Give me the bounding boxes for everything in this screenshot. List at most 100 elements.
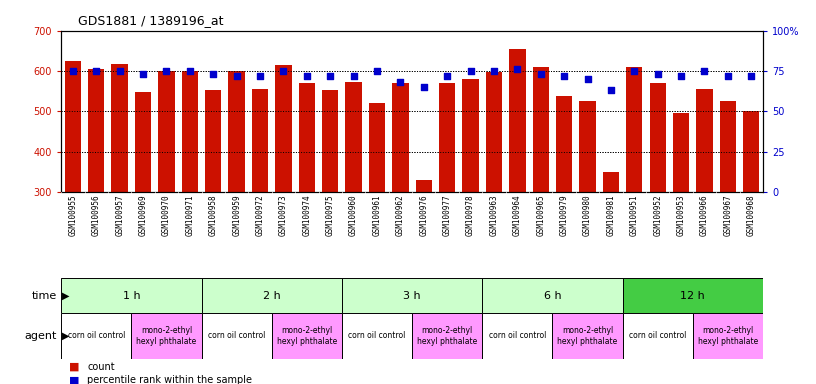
Bar [412,313,482,359]
Point [254,73,267,79]
Bar [556,96,572,192]
Point [557,73,570,79]
Point [605,87,618,93]
Bar [696,89,712,192]
Text: corn oil control: corn oil control [629,331,686,341]
Point [441,73,454,79]
Text: 6 h: 6 h [543,291,561,301]
Bar [205,90,221,192]
Bar [743,111,760,192]
Text: GSM100952: GSM100952 [653,195,663,236]
Point [230,73,243,79]
Text: corn oil control: corn oil control [68,331,125,341]
Text: ■: ■ [69,375,80,384]
Text: corn oil control: corn oil control [489,331,546,341]
Text: 1 h: 1 h [122,291,140,301]
Bar [202,313,272,359]
Point [300,73,313,79]
Text: GSM100965: GSM100965 [536,195,545,236]
Bar [650,83,666,192]
Bar [299,83,315,192]
Bar [415,180,432,192]
Text: GSM100960: GSM100960 [349,195,358,236]
Point [721,73,734,79]
Point [394,79,407,85]
Text: mono-2-ethyl
hexyl phthalate: mono-2-ethyl hexyl phthalate [698,326,758,346]
Text: GSM100972: GSM100972 [255,195,264,236]
Text: corn oil control: corn oil control [208,331,265,341]
Text: GSM100974: GSM100974 [302,195,312,236]
Bar [182,71,198,192]
Text: mono-2-ethyl
hexyl phthalate: mono-2-ethyl hexyl phthalate [277,326,337,346]
Text: GSM100953: GSM100953 [676,195,685,236]
Text: GSM100966: GSM100966 [700,195,709,236]
Bar [272,313,342,359]
Point [66,68,79,74]
Text: percentile rank within the sample: percentile rank within the sample [87,375,252,384]
Text: GSM100963: GSM100963 [490,195,499,236]
Bar [158,71,175,192]
Bar [603,172,619,192]
Text: GSM100968: GSM100968 [747,195,756,236]
Point [511,66,524,73]
Point [675,73,688,79]
Point [136,71,149,77]
Text: GSM100980: GSM100980 [583,195,592,236]
Bar [322,90,339,192]
Point [90,68,103,74]
Text: GSM100951: GSM100951 [630,195,639,236]
Bar [369,103,385,192]
Point [184,68,197,74]
Point [417,84,430,90]
Point [160,68,173,74]
Text: GSM100970: GSM100970 [162,195,171,236]
Bar [61,278,202,313]
Text: time: time [32,291,57,301]
Bar [275,65,291,192]
Text: GSM100969: GSM100969 [139,195,148,236]
Bar [693,313,763,359]
Text: GSM100956: GSM100956 [91,195,101,236]
Text: ▶: ▶ [62,331,69,341]
Bar [552,313,623,359]
Bar [486,72,502,192]
Bar [439,83,455,192]
Bar [88,69,104,192]
Text: GSM100961: GSM100961 [372,195,382,236]
Bar [342,278,482,313]
Point [277,68,290,74]
Bar [623,313,693,359]
Point [113,68,126,74]
Bar [482,278,623,313]
Bar [392,83,409,192]
Bar [533,67,549,192]
Bar [112,64,128,192]
Point [628,68,641,74]
Bar [345,82,361,192]
Text: ■: ■ [69,362,80,372]
Text: GSM100977: GSM100977 [442,195,452,236]
Bar [509,49,526,192]
Text: GSM100979: GSM100979 [560,195,569,236]
Text: count: count [87,362,115,372]
Point [698,68,711,74]
Text: ▶: ▶ [62,291,69,301]
Bar [342,313,412,359]
Point [651,71,664,77]
Text: GSM100957: GSM100957 [115,195,124,236]
Point [581,76,594,82]
Point [324,73,337,79]
Bar [202,278,342,313]
Bar [673,113,690,192]
Text: GDS1881 / 1389196_at: GDS1881 / 1389196_at [78,14,223,27]
Text: GSM100958: GSM100958 [209,195,218,236]
Bar [720,101,736,192]
Point [534,71,548,77]
Point [487,68,500,74]
Bar [131,313,202,359]
Bar [626,67,642,192]
Text: GSM100973: GSM100973 [279,195,288,236]
Bar [61,313,131,359]
Text: mono-2-ethyl
hexyl phthalate: mono-2-ethyl hexyl phthalate [136,326,197,346]
Text: GSM100967: GSM100967 [723,195,733,236]
